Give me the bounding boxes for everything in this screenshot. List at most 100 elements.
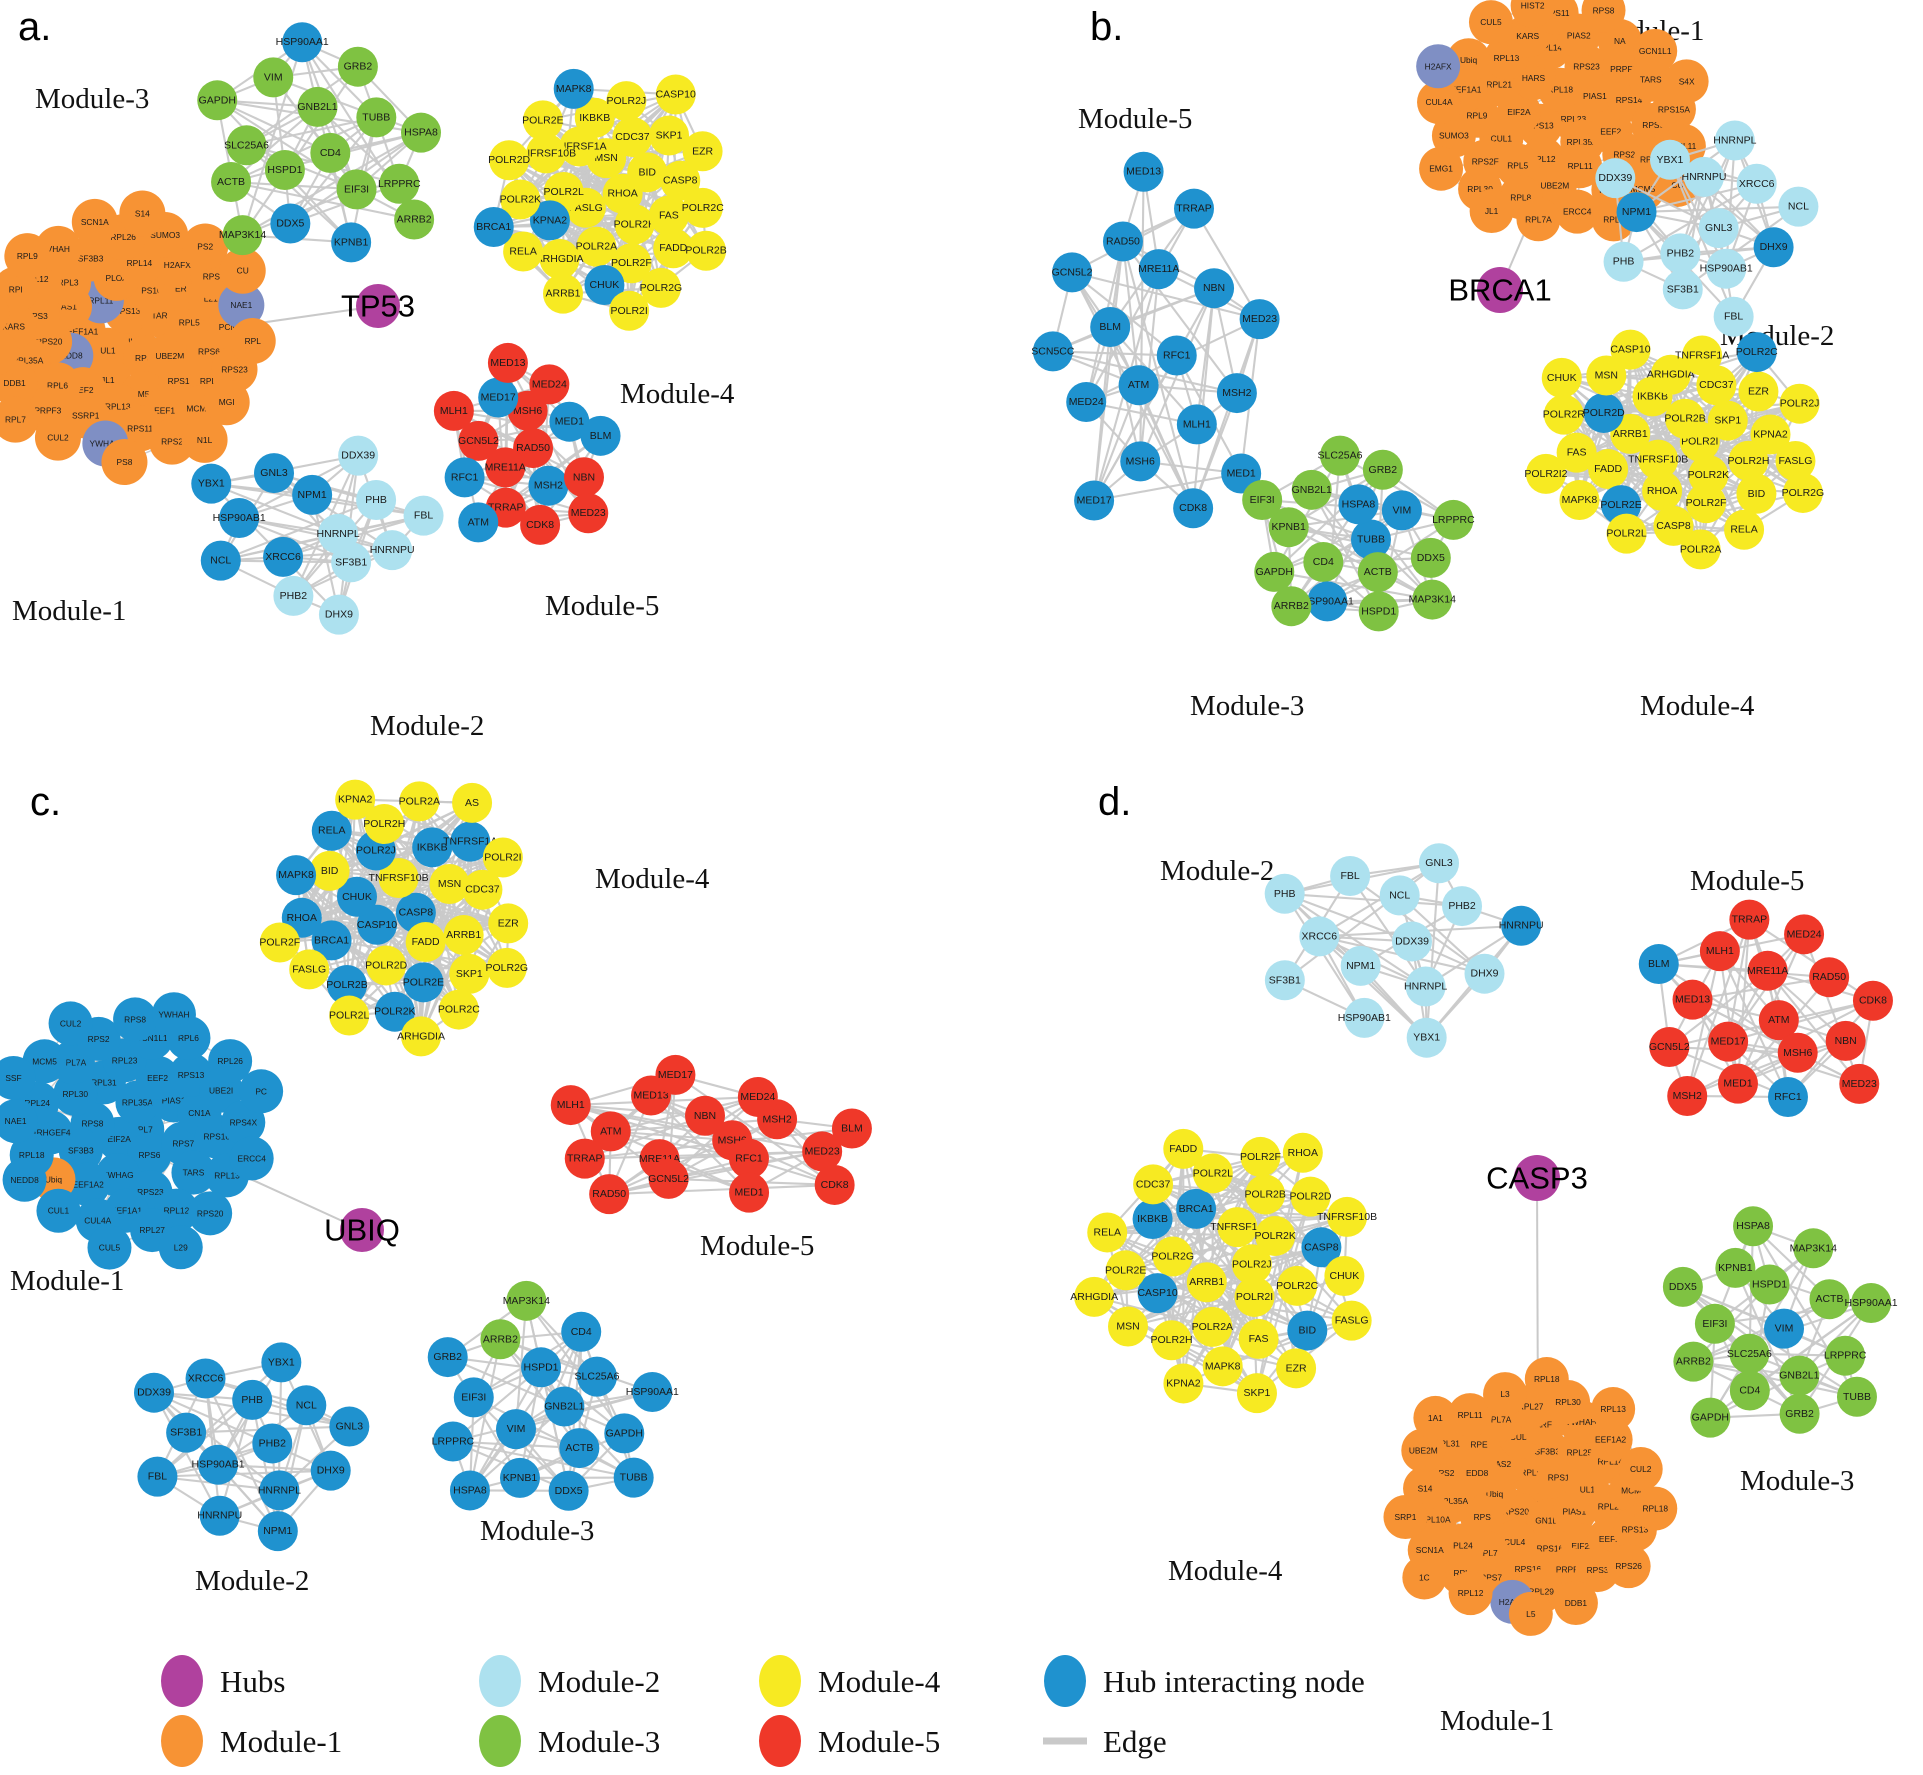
network-node[interactable] (34, 414, 81, 461)
network-node[interactable] (0, 290, 10, 336)
network-node[interactable] (1254, 551, 1295, 592)
network-node[interactable] (1618, 1447, 1663, 1492)
network-node[interactable] (1516, 197, 1561, 242)
network-node[interactable] (181, 416, 228, 463)
network-node[interactable] (270, 203, 311, 244)
network-node[interactable] (200, 540, 241, 581)
network-node[interactable] (1138, 249, 1179, 290)
network-node[interactable] (1120, 441, 1161, 482)
network-node[interactable] (1595, 158, 1636, 199)
network-node[interactable] (1338, 484, 1379, 525)
network-node[interactable] (135, 1055, 180, 1100)
network-node[interactable] (1642, 470, 1683, 511)
network-node[interactable] (1410, 537, 1451, 578)
network-node[interactable] (1412, 579, 1453, 620)
network-node[interactable] (48, 1001, 93, 1046)
network-node[interactable] (1510, 0, 1555, 28)
network-node[interactable] (1662, 1266, 1703, 1307)
network-node[interactable] (1680, 529, 1721, 570)
network-node[interactable] (1290, 1176, 1331, 1217)
network-node[interactable] (1767, 1077, 1808, 1118)
network-node[interactable] (584, 264, 625, 305)
network-node[interactable] (1555, 189, 1600, 234)
network-node[interactable] (682, 187, 723, 228)
network-node[interactable] (1665, 398, 1706, 439)
network-node[interactable] (1784, 914, 1825, 955)
network-node[interactable] (1809, 1279, 1850, 1320)
network-node[interactable] (1559, 480, 1600, 521)
network-node[interactable] (356, 97, 397, 138)
network-node[interactable] (1778, 186, 1819, 227)
network-node[interactable] (1603, 241, 1644, 282)
network-node[interactable] (1729, 1370, 1770, 1411)
network-node[interactable] (282, 22, 323, 63)
network-node[interactable] (1255, 1215, 1296, 1256)
network-node[interactable] (1282, 1132, 1323, 1173)
network-node[interactable] (1431, 113, 1476, 158)
network-node[interactable] (486, 947, 527, 988)
network-node[interactable] (1694, 1303, 1735, 1344)
network-node[interactable] (259, 1470, 300, 1511)
network-node[interactable] (158, 1225, 203, 1270)
network-node[interactable] (1240, 1136, 1281, 1177)
network-node[interactable] (185, 1358, 226, 1399)
network-node[interactable] (1825, 1335, 1866, 1376)
network-node[interactable] (1192, 1306, 1233, 1347)
network-node[interactable] (252, 1423, 293, 1464)
network-node[interactable] (0, 396, 39, 443)
network-node[interactable] (254, 453, 295, 494)
network-node[interactable] (1264, 873, 1305, 914)
network-node[interactable] (648, 1158, 689, 1199)
network-node[interactable] (336, 169, 377, 210)
network-node[interactable] (1839, 1063, 1880, 1104)
network-node[interactable] (589, 1174, 630, 1215)
network-node[interactable] (403, 962, 444, 1003)
network-node[interactable] (1301, 1227, 1342, 1268)
network-node[interactable] (264, 149, 305, 190)
network-node[interactable] (1413, 1395, 1458, 1440)
network-node[interactable] (1581, 0, 1626, 33)
network-node[interactable] (1468, 0, 1513, 45)
network-node[interactable] (539, 238, 580, 279)
network-node[interactable] (1291, 469, 1332, 510)
network-node[interactable] (0, 329, 19, 375)
network-node[interactable] (401, 112, 442, 153)
network-node[interactable] (1753, 227, 1794, 268)
network-node[interactable] (1133, 1164, 1174, 1205)
network-node[interactable] (289, 949, 330, 990)
network-node[interactable] (737, 1076, 778, 1117)
network-node[interactable] (614, 204, 655, 245)
network-node[interactable] (182, 223, 229, 270)
network-node[interactable] (378, 857, 419, 898)
network-node[interactable] (239, 1069, 284, 1114)
network-node[interactable] (1268, 507, 1309, 548)
network-node[interactable] (87, 1225, 132, 1270)
network-node[interactable] (1667, 1075, 1708, 1116)
network-node[interactable] (1736, 332, 1777, 373)
network-node[interactable] (553, 68, 594, 109)
network-node[interactable] (577, 1356, 618, 1397)
network-node[interactable] (563, 457, 604, 498)
network-node[interactable] (611, 243, 652, 284)
network-node[interactable] (336, 876, 377, 917)
network-node[interactable] (1793, 1228, 1834, 1269)
network-node[interactable] (449, 953, 490, 994)
network-node[interactable] (1234, 1276, 1275, 1317)
network-node[interactable] (529, 364, 570, 405)
network-node[interactable] (576, 226, 617, 267)
network-node[interactable] (1483, 1372, 1528, 1417)
hub-node[interactable]: BRCA1 (1448, 267, 1552, 313)
network-node[interactable] (133, 1372, 174, 1413)
network-node[interactable] (311, 920, 352, 961)
network-node[interactable] (137, 1456, 178, 1497)
network-node[interactable] (1699, 931, 1740, 972)
network-node[interactable] (1132, 1199, 1173, 1240)
network-node[interactable] (1324, 1255, 1365, 1296)
network-node[interactable] (499, 1457, 540, 1498)
network-node[interactable] (1713, 296, 1754, 337)
network-node[interactable] (229, 318, 276, 365)
network-node[interactable] (1662, 269, 1703, 310)
network-node[interactable] (542, 273, 583, 314)
network-node[interactable] (613, 1457, 654, 1498)
network-node[interactable] (1715, 1247, 1756, 1288)
